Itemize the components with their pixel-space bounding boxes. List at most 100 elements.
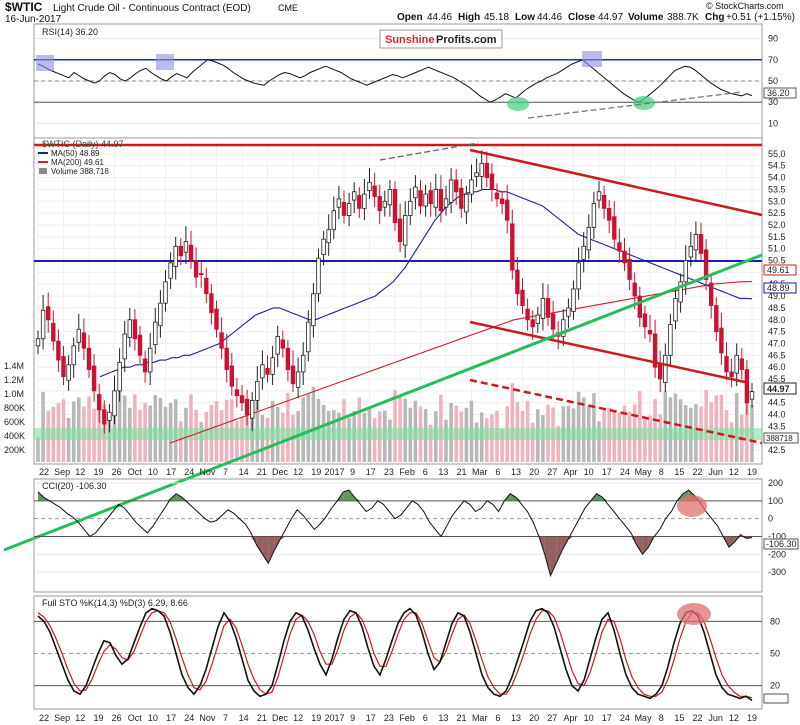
candle-body [377,196,382,212]
candle-body [224,347,229,370]
candle-body [168,262,173,279]
rsi-panel: 10 30 50 70 90 RSI(14) 36.20 36.20 Sunshine … [33,23,797,139]
cci-overbought-fill [343,490,349,501]
close-last-label: 44.97 [767,384,790,394]
cci-tick-label: 200 [768,478,783,488]
volume-bar [592,393,596,462]
candle-body [122,333,127,360]
cci-title: CCI(20) -106.30 [42,481,107,491]
candle-body [428,190,433,205]
candle-body [591,203,597,228]
candle-body [464,193,469,213]
volume-last-label: 388718 [766,434,793,443]
chg-value: +0.51 (+1.15%) [726,12,795,23]
x-tick-label: 17 [602,467,612,477]
volume-bar [199,422,203,462]
x-tick-label: 20 [529,467,539,477]
x-tick-label: 13 [511,467,521,477]
candle-body [97,394,102,411]
candle-body [397,218,403,242]
candle-body [316,257,321,295]
close-label-box [763,382,797,395]
candle-body [35,338,41,347]
volume-bar [306,393,311,462]
candle-body [724,356,729,373]
x-tick-label: 27 [547,467,557,477]
x-tick-label: 10 [148,467,158,477]
x-tick-label: Feb [399,713,415,723]
price-tick-label: 51.0 [768,244,786,254]
candle-body [204,277,209,295]
candle-body [550,313,556,330]
price-tick-label: 44.5 [768,398,786,408]
candle-body [408,200,413,216]
price-frame [33,137,763,465]
cci-overbought-fill [596,493,603,501]
price-tick-label: 43.5 [768,421,786,431]
x-tick-label: Apr [563,467,577,477]
candle-body [229,365,234,387]
candle-body [734,354,739,374]
cci-oversold-fill [268,536,275,564]
x-tick-label: Sep [54,713,70,723]
cci-y-axis: 200 100 0 -100 -200 -300 [768,478,786,577]
high-value: 45.18 [484,12,509,23]
x-tick-label: 21 [257,467,267,477]
volume-bar [485,418,489,462]
volume-label-box [763,432,799,444]
candle-body [647,330,653,335]
volume-tick-label: 600K [4,417,25,427]
candle-body [474,172,479,177]
cci-frame [33,478,763,593]
x-tick-label: 27 [547,713,557,723]
x-tick-label: 17 [602,713,612,723]
cci-fill [38,490,752,576]
candle-body [178,245,183,257]
low-label: Low [515,12,535,23]
candle-body [739,358,744,370]
volume-bar [235,421,239,462]
candle-body [183,241,189,253]
candle-body [545,298,551,318]
candle-body [275,335,280,355]
candle-body [351,191,357,201]
rsi-series [37,59,753,103]
cci-oversold-fill [556,536,562,564]
rsi-tick-label: 30 [768,97,778,107]
candle-body [535,314,540,324]
candle-body [112,390,117,417]
volume-bar [510,383,515,462]
candle-body [265,367,270,375]
x-tick-label: 12 [293,713,303,723]
cci-last-box [763,538,799,550]
candle-body [147,347,153,373]
candle-body [91,365,97,392]
candle-body [372,185,377,197]
candle-body [484,162,489,178]
cci-oversold-fill [636,536,643,555]
candle-body [40,309,46,340]
ma50-legend: MA(50) 48.89 [51,149,100,158]
x-tick-label: Nov [199,713,216,723]
ma200-legend: MA(200) 49.61 [51,158,104,167]
x-tick-label: 22 [39,713,49,723]
volume-bar [311,386,316,462]
candle-body [504,199,510,221]
x-tick-label: 10 [148,713,158,723]
candle-body [219,332,224,349]
candle-body [209,293,214,314]
sto-title: Full STO %K(14,3) %D(3) 6.29, 8.66 [42,598,188,608]
candle-body [86,347,92,370]
cci-overbought-fill [510,493,516,501]
volume-y-axis: 1.4M 1.2M 1.0M 800K 600K 400K 200K [4,361,25,455]
candle-body [117,362,122,392]
x-tick-label: 7 [223,467,228,477]
volume-bar [638,391,642,462]
candle-body [382,200,387,208]
candle-body [540,298,546,319]
cci-highlight [677,495,707,517]
x-tick-label: 15 [674,713,684,723]
volume-bar [673,393,678,462]
candle-body [586,226,591,251]
volume-bar [428,424,433,462]
